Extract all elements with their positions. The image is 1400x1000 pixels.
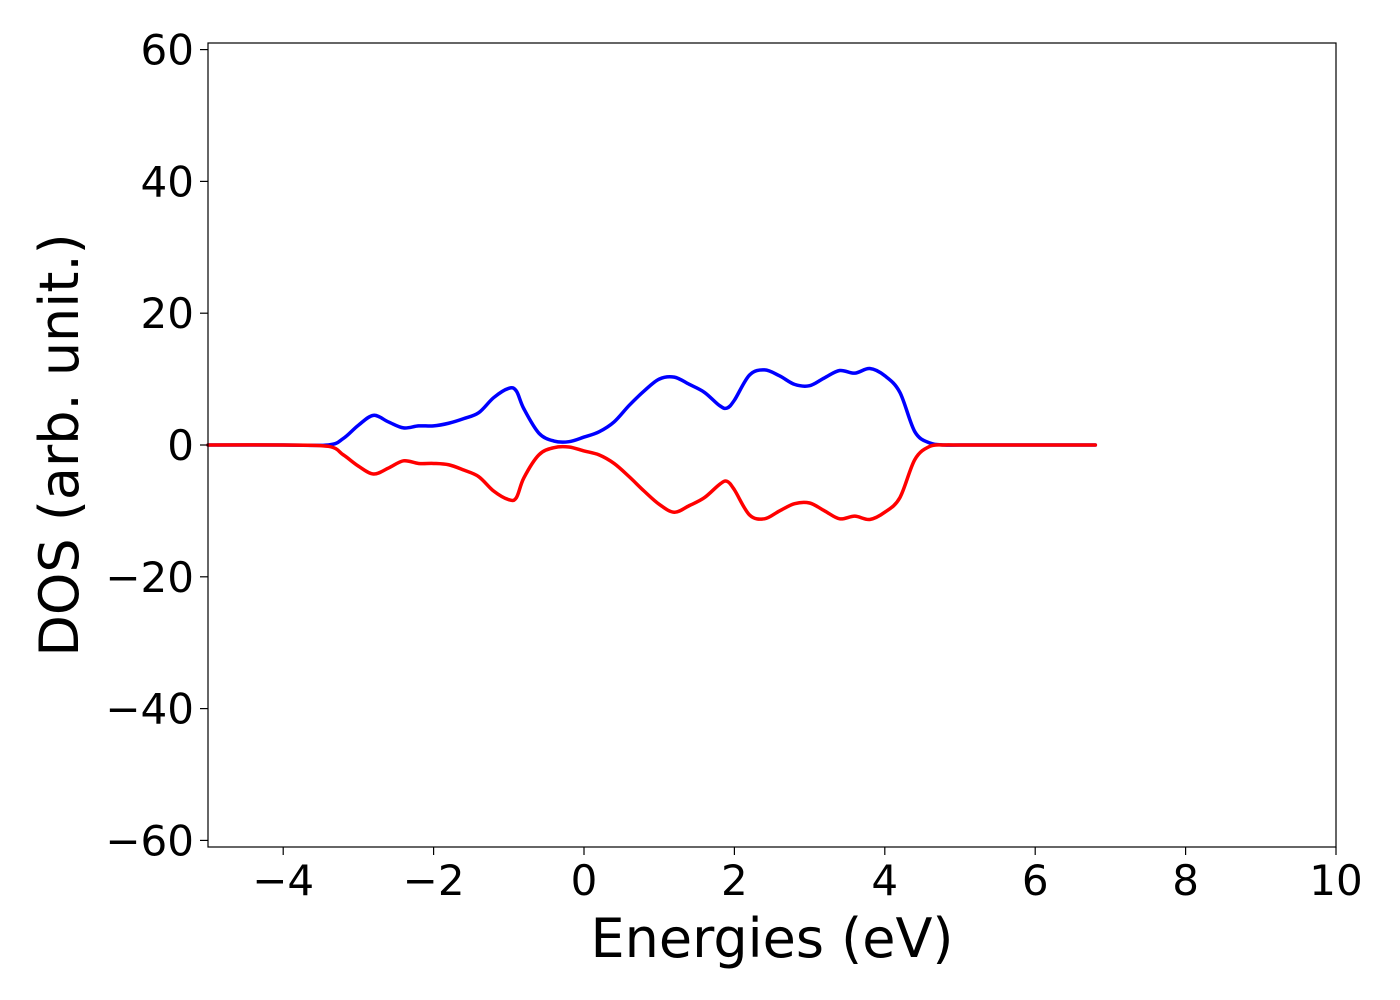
- y-tick-label: −20: [105, 553, 194, 602]
- x-axis-label: Energies (eV): [591, 907, 954, 970]
- y-tick-label: 0: [167, 421, 194, 470]
- x-tick-label: 0: [571, 856, 598, 905]
- x-tick-label: −2: [403, 856, 465, 905]
- y-tick-label: −40: [105, 685, 194, 734]
- plot-background: [208, 43, 1336, 847]
- y-tick-label: 20: [141, 289, 194, 338]
- y-tick-label: −60: [105, 816, 194, 865]
- x-tick-label: 8: [1172, 856, 1199, 905]
- x-tick-label: 6: [1022, 856, 1049, 905]
- series-line-1: [206, 366, 1098, 448]
- x-tick-label: 4: [871, 856, 898, 905]
- x-tick-label: −4: [252, 856, 314, 905]
- y-axis-label: DOS (arb. unit.): [28, 233, 91, 656]
- x-tick-label: 2: [721, 856, 748, 905]
- series-line-2: [206, 443, 1098, 522]
- y-tick-label: 40: [141, 157, 194, 206]
- x-axis-ticks: −4 −2 0 2 4 6 8 10: [252, 847, 1363, 905]
- y-axis-ticks: −60 −40 −20 0 20 40 60: [105, 26, 208, 865]
- y-tick-label: 60: [141, 26, 194, 75]
- series-layer: [206, 366, 1098, 522]
- x-tick-label: 10: [1309, 856, 1362, 905]
